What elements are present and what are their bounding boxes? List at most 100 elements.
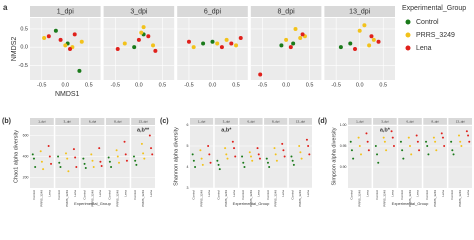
x-tick-label: Lena xyxy=(98,190,102,197)
point xyxy=(58,161,61,164)
x-tick-label: PRRS_3249 xyxy=(458,190,462,207)
point xyxy=(100,164,103,167)
x-tick-label: 0.0 xyxy=(135,82,143,88)
facet-title: 13_dpi xyxy=(456,119,465,123)
point xyxy=(338,45,343,50)
point xyxy=(107,156,110,159)
point xyxy=(365,132,368,135)
point xyxy=(66,157,69,160)
point xyxy=(99,160,102,163)
x-tick-label: Control xyxy=(450,190,454,200)
annotation: a,b** xyxy=(137,127,150,133)
x-tick-label: Control xyxy=(290,190,294,200)
point xyxy=(234,155,237,158)
y-tick-label: 0.5 xyxy=(20,26,28,32)
facet-strip xyxy=(214,118,238,125)
facet-strip xyxy=(373,118,397,125)
point xyxy=(308,153,311,156)
point xyxy=(409,145,411,147)
point xyxy=(440,132,443,135)
x-tick-label: 0.0 xyxy=(282,82,290,88)
facet-strip xyxy=(288,118,312,125)
point xyxy=(115,149,118,152)
facet-title: 3_dpi xyxy=(381,119,389,123)
x-tick-label: Lena xyxy=(124,190,128,197)
point xyxy=(458,134,460,137)
x-tick-label: Lena xyxy=(73,190,77,197)
point xyxy=(208,153,211,156)
facet-strip xyxy=(250,6,322,17)
point xyxy=(468,140,471,143)
point xyxy=(418,149,421,152)
facet-title: 3_dpi xyxy=(223,119,231,123)
x-tick-label: Control xyxy=(400,190,404,200)
legend-label: Control xyxy=(416,19,439,26)
point xyxy=(305,138,308,141)
x-axis-label: Experimental_Group xyxy=(392,201,429,206)
point xyxy=(250,155,252,158)
point xyxy=(123,140,126,143)
point xyxy=(369,34,374,39)
x-tick-label: 0.5 xyxy=(85,82,93,88)
facet-title: 8_dpi xyxy=(114,119,122,123)
point xyxy=(47,145,50,147)
legend-title: Experimental_Group xyxy=(402,5,466,12)
facet-title: 6_dpi xyxy=(406,119,414,123)
facet-strip xyxy=(324,6,395,17)
point xyxy=(116,155,119,158)
point xyxy=(350,149,353,152)
point xyxy=(201,163,204,166)
x-tick-label: Control xyxy=(241,190,245,200)
x-tick-label: PRRS_3249 xyxy=(141,190,145,207)
point xyxy=(122,41,127,46)
point xyxy=(218,168,221,171)
point xyxy=(290,155,293,158)
y-tick-label: 0.95 xyxy=(340,144,347,148)
point xyxy=(298,36,303,41)
point xyxy=(274,153,277,156)
x-axis-label: NMDS1 xyxy=(55,91,80,98)
panel-label: (d) xyxy=(318,118,327,125)
point xyxy=(210,39,215,44)
facet-strip xyxy=(105,118,130,125)
point xyxy=(385,149,388,152)
point xyxy=(132,155,135,158)
facet-title: 8_dpi xyxy=(278,8,296,15)
point xyxy=(91,159,94,162)
point xyxy=(300,157,303,160)
x-tick-label: Lena xyxy=(48,190,52,197)
x-tick-label: Control xyxy=(375,190,379,200)
x-tick-label: -0.5 xyxy=(37,82,46,88)
point xyxy=(275,159,278,162)
legend-swatch xyxy=(405,19,411,25)
point xyxy=(63,43,68,48)
point xyxy=(376,39,381,44)
point xyxy=(392,145,395,147)
point xyxy=(293,26,298,31)
point xyxy=(151,153,154,156)
point xyxy=(79,39,84,44)
point xyxy=(367,43,372,48)
y-tick-label: 200 xyxy=(23,175,29,179)
legend-swatch xyxy=(405,45,411,51)
point xyxy=(425,140,428,143)
x-tick-label: 0.0 xyxy=(61,82,69,88)
point xyxy=(367,149,370,152)
x-tick-label: Lena xyxy=(466,190,470,197)
x-tick-label: PRRS_3249 xyxy=(199,190,203,207)
point xyxy=(376,153,379,156)
y-tick-label: 400 xyxy=(23,154,29,158)
point xyxy=(34,166,37,168)
point xyxy=(416,140,419,143)
y-tick-label: 0.90 xyxy=(340,165,347,169)
point xyxy=(410,153,413,156)
facet-title: 13_dpi xyxy=(296,119,305,123)
point xyxy=(72,32,77,37)
facet-panel xyxy=(55,126,80,188)
point xyxy=(207,145,210,147)
point xyxy=(266,161,269,164)
point xyxy=(125,159,128,162)
point xyxy=(382,136,385,139)
x-tick-label: PRRS_3249 xyxy=(40,190,44,207)
point xyxy=(216,159,219,162)
